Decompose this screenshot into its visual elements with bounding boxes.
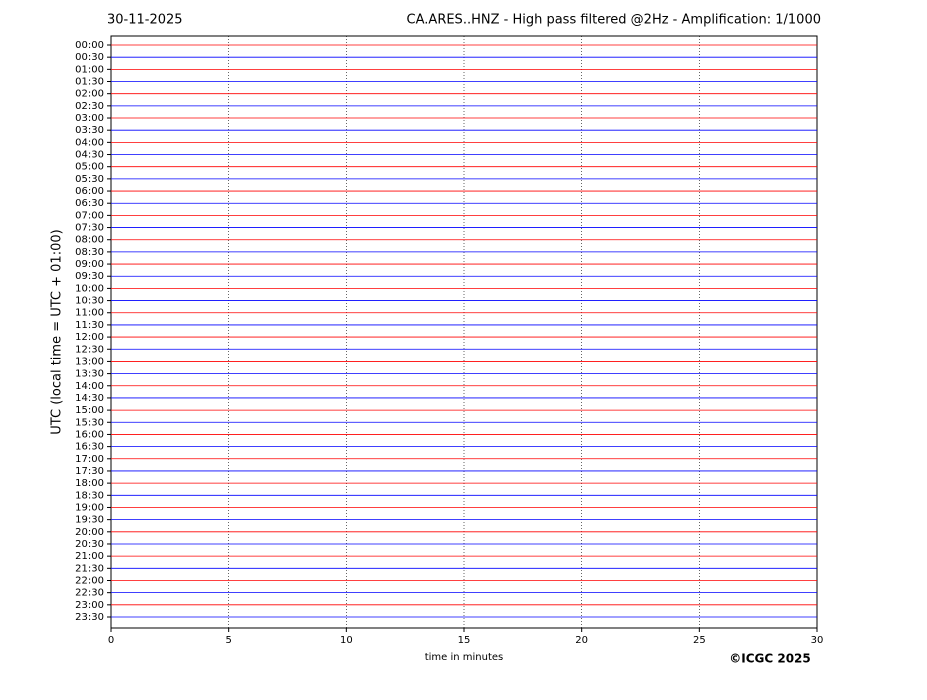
y-tick-label: 22:00 (75, 575, 104, 586)
y-tick-label: 21:00 (75, 551, 104, 562)
y-tick-label: 09:30 (75, 271, 104, 282)
y-tick-label: 16:00 (75, 429, 104, 440)
x-tick-label: 10 (340, 635, 353, 646)
y-tick-label: 10:00 (75, 283, 104, 294)
y-tick-label: 01:00 (75, 64, 104, 75)
y-tick-label: 00:30 (75, 52, 104, 63)
x-tick-label: 30 (811, 635, 824, 646)
x-axis-label: time in minutes (425, 652, 504, 663)
y-tick-label: 14:00 (75, 381, 104, 392)
y-tick-label: 15:00 (75, 405, 104, 416)
y-tick-label: 11:00 (75, 308, 104, 319)
y-tick-label: 17:00 (75, 454, 104, 465)
y-tick-label: 05:00 (75, 162, 104, 173)
plot-frame (110, 35, 818, 629)
y-tick-label: 04:00 (75, 137, 104, 148)
y-tick-label: 20:30 (75, 539, 104, 550)
y-tick-label: 13:30 (75, 369, 104, 380)
x-tick-label: 25 (693, 635, 706, 646)
y-tick-label: 02:30 (75, 101, 104, 112)
y-tick-label: 08:30 (75, 247, 104, 258)
y-tick-label: 23:00 (75, 600, 104, 611)
y-tick-label: 18:00 (75, 478, 104, 489)
y-tick-label: 14:30 (75, 393, 104, 404)
y-tick-label: 07:00 (75, 210, 104, 221)
y-tick-label: 23:30 (75, 612, 104, 623)
y-tick-label: 03:30 (75, 125, 104, 136)
y-tick-label: 08:00 (75, 235, 104, 246)
y-tick-label: 06:00 (75, 186, 104, 197)
x-tick-label: 5 (225, 635, 231, 646)
y-tick-label: 01:30 (75, 77, 104, 88)
y-tick-label: 02:00 (75, 89, 104, 100)
y-tick-label: 12:00 (75, 332, 104, 343)
chart-date: 30-11-2025 (107, 13, 183, 28)
y-tick-label: 16:30 (75, 442, 104, 453)
y-tick-label: 04:30 (75, 150, 104, 161)
x-tick-label: 0 (108, 635, 114, 646)
x-tick-label: 15 (458, 635, 471, 646)
y-tick-label: 21:30 (75, 563, 104, 574)
y-axis-label: UTC (local time = UTC + 01:00) (50, 229, 65, 434)
y-tick-label: 05:30 (75, 174, 104, 185)
y-tick-label: 11:30 (75, 320, 104, 331)
chart-title: CA.ARES..HNZ - High pass filtered @2Hz -… (407, 13, 821, 28)
y-tick-label: 19:30 (75, 515, 104, 526)
y-tick-label: 03:00 (75, 113, 104, 124)
y-tick-label: 10:30 (75, 296, 104, 307)
y-tick-label: 15:30 (75, 417, 104, 428)
y-tick-label: 00:00 (75, 40, 104, 51)
x-tick-label: 20 (575, 635, 588, 646)
y-tick-label: 13:00 (75, 356, 104, 367)
y-tick-label: 12:30 (75, 344, 104, 355)
y-tick-label: 20:00 (75, 527, 104, 538)
y-tick-label: 09:00 (75, 259, 104, 270)
y-tick-label: 17:30 (75, 466, 104, 477)
y-tick-label: 18:30 (75, 490, 104, 501)
y-tick-label: 22:30 (75, 588, 104, 599)
y-tick-label: 19:00 (75, 502, 104, 513)
y-tick-label: 07:30 (75, 223, 104, 234)
credit: ©ICGC 2025 (729, 652, 811, 666)
y-tick-label: 06:30 (75, 198, 104, 209)
